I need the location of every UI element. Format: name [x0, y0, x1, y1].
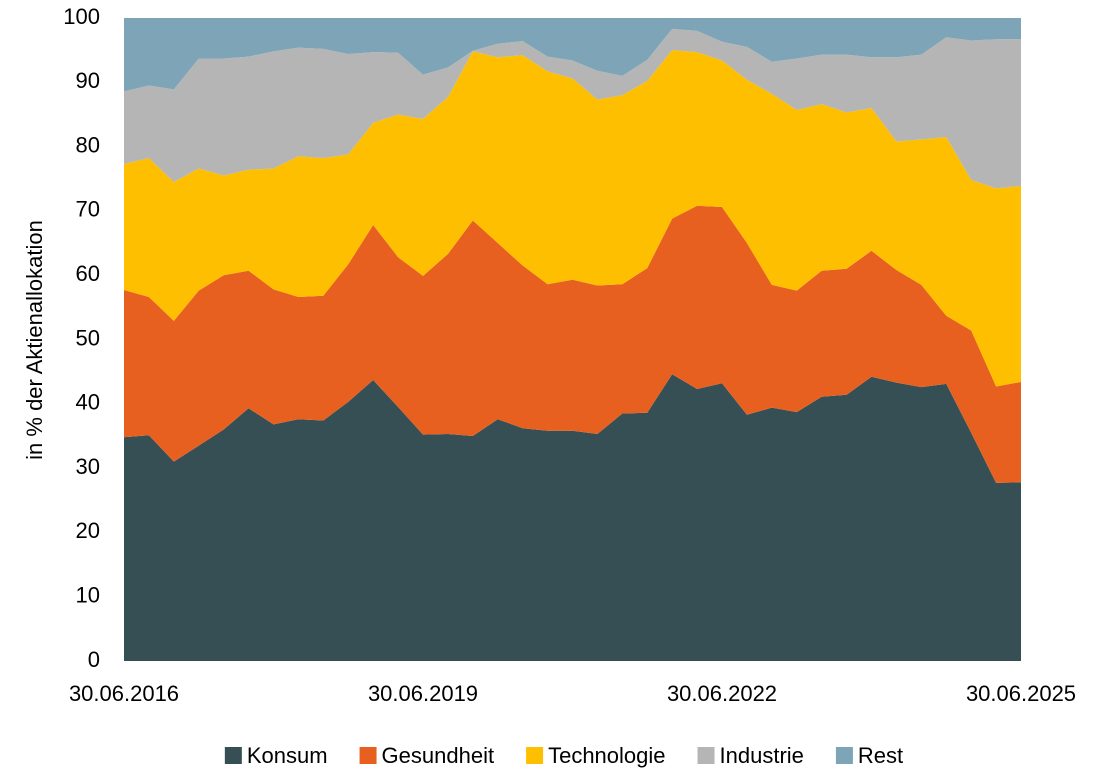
legend-swatch — [526, 747, 544, 764]
y-axis-title: in % der Aktienallokation — [22, 220, 47, 460]
area — [124, 374, 1021, 661]
area — [124, 205, 1021, 483]
y-tick-label: 30 — [76, 454, 100, 479]
area — [124, 28, 1021, 189]
legend-label: Industrie — [720, 743, 804, 768]
legend-swatch — [835, 747, 853, 764]
y-tick-label: 50 — [76, 325, 100, 350]
legend-label: Rest — [858, 743, 903, 768]
y-tick-label: 10 — [76, 583, 100, 608]
x-tick-label: 30.06.2019 — [368, 681, 478, 706]
y-tick-label: 60 — [76, 261, 100, 286]
area — [124, 50, 1021, 387]
y-tick-label: 0 — [88, 647, 100, 672]
legend-swatch — [224, 747, 242, 764]
y-tick-label: 40 — [76, 390, 100, 415]
x-tick-label: 30.06.2025 — [966, 681, 1076, 706]
legend-label: Technologie — [548, 743, 665, 768]
x-tick-label: 30.06.2016 — [69, 681, 179, 706]
y-tick-label: 70 — [76, 197, 100, 222]
y-tick-label: 80 — [76, 132, 100, 157]
legend-label: Gesundheit — [382, 743, 495, 768]
y-tick-label: 100 — [63, 4, 100, 29]
legend-swatch — [359, 747, 377, 764]
legend-swatch — [697, 747, 715, 764]
area — [124, 18, 1021, 92]
legend-label: Konsum — [247, 743, 328, 768]
y-tick-label: 90 — [76, 68, 100, 93]
y-tick-label: 20 — [76, 518, 100, 543]
x-tick-label: 30.06.2022 — [667, 681, 777, 706]
